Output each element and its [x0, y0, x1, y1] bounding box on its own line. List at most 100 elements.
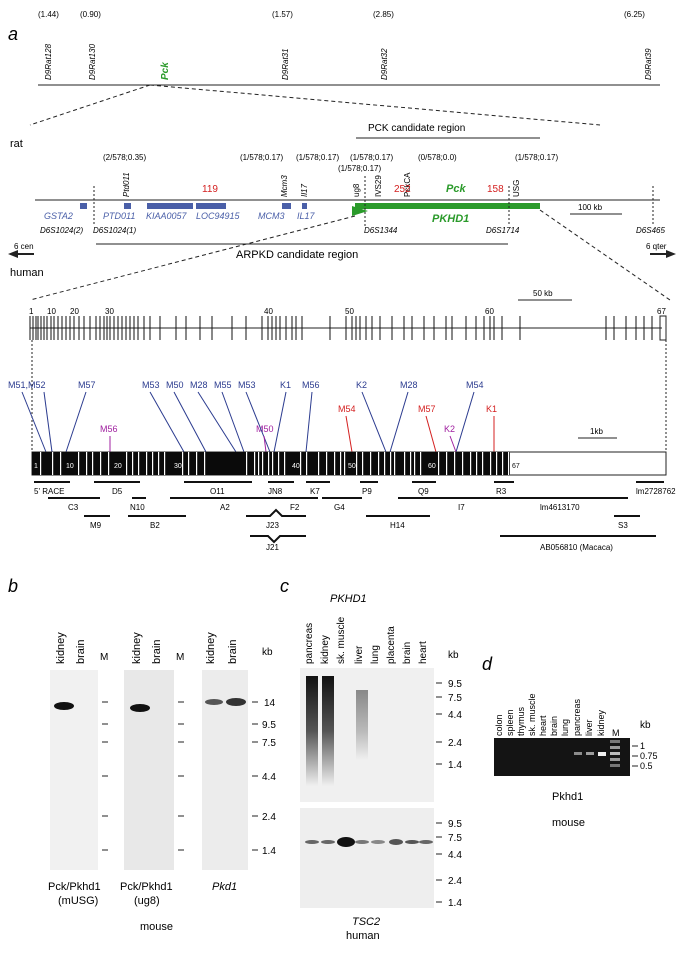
- mut-k1a: K1: [280, 380, 291, 390]
- gene-ptd011-h: PTD011: [103, 211, 135, 221]
- cen-arrow: [8, 250, 18, 258]
- ratio-4: (1/578;0.17): [350, 153, 393, 162]
- pck-gene: Pck: [446, 183, 466, 195]
- c-tsc2: TSC2: [352, 916, 380, 928]
- exon-1: 1: [29, 307, 34, 316]
- b-size-14: 14: [264, 698, 276, 709]
- gene-usg: USG: [512, 180, 521, 197]
- cm-2: (0.90): [80, 10, 101, 19]
- cm-3: (1.57): [272, 10, 293, 19]
- gene-ug8: ug8: [352, 183, 361, 197]
- blot-b2: [124, 670, 174, 870]
- c-human: human: [346, 930, 380, 942]
- frag-5race: 5' RACE: [34, 487, 64, 496]
- c-top-2.4: 2.4: [448, 738, 462, 749]
- frag-ab056810: AB056810 (Macaca): [540, 543, 613, 552]
- qter-arrow: [666, 250, 676, 258]
- gene-ivs29: IVS29: [374, 175, 383, 197]
- arpkd-label: ARPKD candidate region: [236, 249, 358, 261]
- ratio-3: (1/578;0.17): [296, 153, 339, 162]
- rat-label: rat: [10, 138, 23, 150]
- gene-mcm3: Mcm3: [280, 175, 289, 197]
- frag-b2: B2: [150, 521, 160, 530]
- smear-pancreas: [306, 676, 318, 786]
- hm-d6s1024-2: D6S1024(2): [40, 226, 83, 235]
- b-cap-4: (ug8): [134, 895, 160, 907]
- zoom2-right: [539, 209, 671, 301]
- c-bot-2.4: 2.4: [448, 876, 462, 887]
- gene-il17: Il17: [300, 184, 309, 197]
- zoom-left: [29, 84, 151, 126]
- mut-m53a: M53: [142, 380, 160, 390]
- c-lane-placenta: placenta: [386, 626, 397, 664]
- frag-n10: N10: [130, 503, 145, 512]
- frag-j23: J23: [266, 521, 279, 530]
- b-size-4.4: 4.4: [262, 772, 276, 783]
- d-kb: kb: [640, 720, 651, 731]
- frag-p9: P9: [362, 487, 372, 496]
- pkhd1-bar: [355, 203, 540, 209]
- b-lane-brain1: brain: [75, 640, 87, 664]
- exon-40: 40: [264, 307, 273, 316]
- d-lane-m: M: [612, 728, 620, 738]
- cdna-50: 50: [348, 463, 356, 470]
- b-ticks: [102, 701, 258, 851]
- c-bot-1.4: 1.4: [448, 898, 462, 909]
- c-bottom-bands: [305, 837, 433, 847]
- c-bot-9.5: 9.5: [448, 819, 462, 830]
- c-top-9.5: 9.5: [448, 679, 462, 690]
- mut-m57b: M57: [418, 404, 436, 414]
- b-mouse: mouse: [140, 921, 173, 933]
- d-bands: [574, 740, 620, 767]
- c-top-1.4: 1.4: [448, 760, 462, 771]
- exon-20: 20: [70, 307, 79, 316]
- c-bot-7.5: 7.5: [448, 833, 462, 844]
- gene-mcm3-h: MCM3: [258, 211, 285, 221]
- b-cap-3: Pck/Pkhd1: [120, 881, 173, 893]
- gene-pckca: PckCA: [403, 172, 412, 197]
- cdna-30: 30: [174, 463, 182, 470]
- c-kb: kb: [448, 650, 459, 661]
- c-lane-lung: lung: [370, 645, 381, 664]
- blot-b3-band2: [226, 698, 246, 706]
- ratio-2: (1/578;0.17): [240, 153, 283, 162]
- panel-b-label: b: [8, 576, 18, 596]
- c-lane-heart: heart: [418, 641, 429, 664]
- d-lane-pancreas: pancreas: [572, 698, 582, 736]
- d-lane-spleen: spleen: [505, 709, 515, 736]
- gene-loc94915: LOC94915: [196, 211, 241, 221]
- d-lane-kidney: kidney: [596, 709, 606, 736]
- frag-r3: R3: [496, 487, 507, 496]
- c-lane-liver: liver: [354, 645, 365, 664]
- cdna-stripes: [40, 452, 510, 475]
- c-lane-kidney: kidney: [320, 635, 331, 664]
- b-size-7.5: 7.5: [262, 738, 276, 749]
- exon-10: 10: [47, 307, 56, 316]
- d-mouse: mouse: [552, 817, 585, 829]
- scale-100kb: 100 kb: [578, 203, 603, 212]
- d-lane-thymus: thymus: [516, 706, 526, 736]
- ptd011-box: [124, 203, 131, 209]
- gene-il17-h: IL17: [297, 211, 316, 221]
- frag-lm4613170: lm4613170: [540, 503, 580, 512]
- b-lane-kidney3: kidney: [205, 632, 217, 664]
- gsta2-box: [80, 203, 87, 209]
- c-bot-4.4: 4.4: [448, 850, 462, 861]
- cen-label: 6 cen: [14, 242, 34, 251]
- frag-o11: O11: [210, 487, 225, 496]
- blot-b1: [50, 670, 98, 870]
- blot-b2-band: [130, 704, 150, 712]
- c-top-7.5: 7.5: [448, 693, 462, 704]
- d-size-0.5: 0.5: [640, 761, 653, 771]
- gene-ptd011: Ptd011: [122, 172, 131, 197]
- frag-i7: I7: [458, 503, 465, 512]
- blot-b1-band: [54, 702, 74, 710]
- frag-jn8: JN8: [268, 487, 283, 496]
- mutation-lines: [21, 391, 495, 453]
- cdna-10: 10: [66, 463, 74, 470]
- frag-k7: K7: [310, 487, 320, 496]
- exon-30: 30: [105, 307, 114, 316]
- marker-d9rat32: D9Rat32: [380, 48, 389, 80]
- cm-1: (1.44): [38, 10, 59, 19]
- cdna-60: 60: [428, 463, 436, 470]
